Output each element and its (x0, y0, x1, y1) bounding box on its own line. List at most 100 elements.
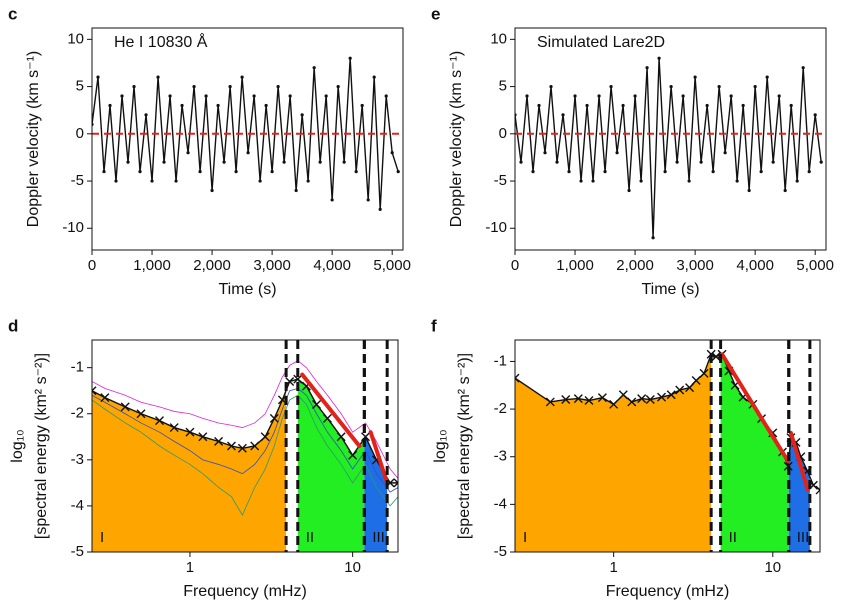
marker (384, 94, 388, 98)
y-tick-label: -4 (71, 497, 84, 514)
series-line (515, 58, 822, 238)
x-tick-label: 3,000 (253, 257, 291, 274)
marker (807, 169, 811, 174)
marker (168, 94, 172, 98)
marker (264, 103, 268, 108)
marker (336, 432, 346, 442)
x-tick-label: 0 (88, 257, 96, 274)
marker (120, 94, 124, 98)
y-axis-label: [spectral energy (km² s⁻²)] (456, 353, 473, 539)
marker (155, 416, 165, 426)
marker (150, 179, 154, 183)
region-label: III (797, 529, 810, 546)
marker (237, 443, 247, 453)
marker (174, 179, 178, 183)
marker (657, 392, 667, 402)
marker (545, 397, 555, 407)
marker (252, 94, 256, 98)
marker (294, 188, 298, 193)
x-tick-label: 0 (511, 257, 519, 274)
region-label: I (100, 529, 104, 546)
x-axis-label: Frequency (mHz) (606, 583, 730, 600)
marker (666, 390, 676, 400)
marker (336, 84, 340, 89)
marker (597, 94, 601, 98)
marker (687, 179, 691, 183)
series-line (92, 360, 398, 479)
y-tick-label: -1 (494, 352, 507, 369)
region-label: I (523, 529, 527, 546)
marker (723, 151, 727, 155)
marker (813, 113, 817, 117)
marker (789, 103, 793, 108)
marker (282, 160, 286, 164)
marker (651, 236, 655, 240)
marker (591, 179, 595, 183)
marker (621, 103, 625, 108)
marker (293, 374, 303, 384)
marker (120, 402, 130, 412)
marker (322, 413, 332, 423)
marker (198, 169, 202, 174)
x-tick-label: 10 (764, 559, 781, 576)
marker (525, 94, 529, 98)
marker (515, 373, 520, 383)
marker (801, 66, 805, 70)
marker (372, 75, 376, 79)
marker (771, 160, 775, 164)
plot-frame (514, 339, 821, 553)
marker (609, 399, 619, 409)
y-tick-label: -5 (494, 172, 507, 189)
marker (584, 396, 594, 405)
y-axis-label: log₁₀ (432, 429, 449, 462)
marker (615, 151, 619, 155)
marker (92, 386, 97, 396)
x-axis-label: Frequency (mHz) (183, 583, 307, 600)
marker (185, 427, 195, 437)
region-fill (297, 379, 365, 552)
marker (240, 75, 244, 79)
marker (216, 103, 220, 108)
marker (777, 94, 781, 98)
marker (258, 179, 262, 183)
marker (132, 84, 136, 89)
marker (759, 169, 763, 174)
marker (669, 84, 673, 89)
plot-area (515, 56, 826, 240)
x-tick-label: 5,000 (373, 257, 411, 274)
marker (561, 395, 571, 405)
marker (675, 385, 685, 395)
marker (300, 113, 304, 117)
fit-line (300, 372, 362, 448)
region-label: II (729, 529, 737, 546)
marker (138, 169, 142, 174)
y-tick-label: 5 (499, 78, 507, 95)
y-tick-label: -3 (494, 448, 507, 465)
marker (717, 84, 721, 89)
marker (705, 103, 709, 108)
marker (100, 393, 110, 403)
marker (657, 56, 661, 60)
marker (312, 66, 316, 70)
marker (396, 169, 400, 174)
panel-label: c (8, 4, 17, 23)
marker (162, 160, 166, 164)
marker (144, 113, 148, 117)
x-tick-label: 5,000 (796, 257, 834, 274)
marker (270, 169, 274, 174)
region-fill (92, 390, 287, 552)
region-label: II (306, 529, 314, 546)
marker (169, 423, 179, 433)
y-tick-label: -1 (71, 359, 84, 376)
plot-frame (91, 27, 404, 251)
marker (318, 160, 322, 164)
marker (543, 151, 547, 155)
panel-label: d (8, 316, 18, 335)
marker (645, 66, 649, 70)
plot-area (515, 340, 820, 552)
fit-line (720, 352, 791, 464)
y-tick-label: 5 (76, 78, 84, 95)
x-tick-label: 1 (186, 559, 194, 576)
marker (519, 160, 523, 164)
